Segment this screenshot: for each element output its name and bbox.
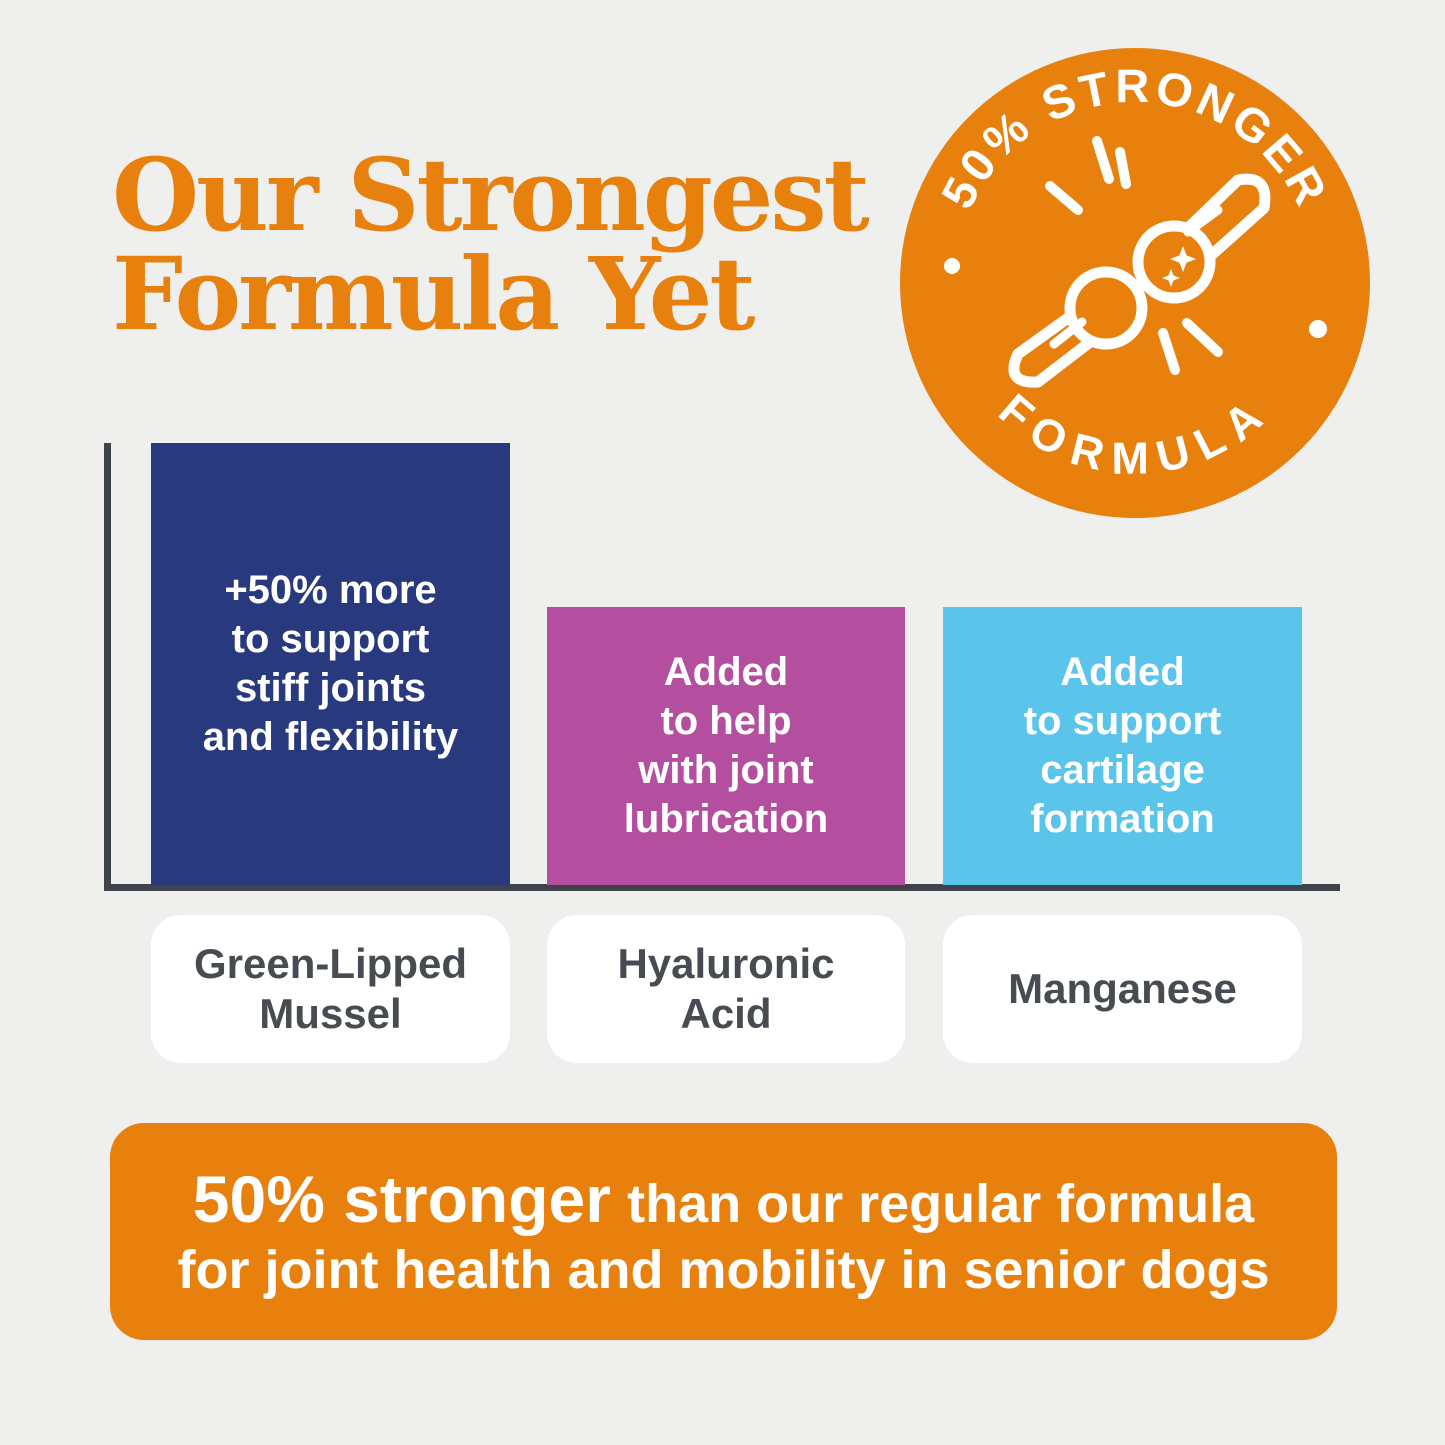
bar-green-lipped-mussel: +50% more to support stiff joints and fl… [151, 443, 510, 885]
bottom-banner: 50% stronger than our regular formula for… [110, 1123, 1337, 1340]
bar-label: Manganese [1008, 965, 1237, 1013]
sparkle-stars [1162, 246, 1196, 287]
stronger-formula-badge: 50% STRONGER FORMULA [900, 48, 1370, 518]
bar-manganese: Added to support cartilage formation [943, 607, 1302, 885]
bar-label: Green-Lipped Mussel [193, 940, 468, 1037]
banner-line-2: for joint health and mobility in senior … [177, 1239, 1270, 1300]
banner-text: 50% stronger than our regular formula for… [177, 1161, 1269, 1303]
page-title: Our Strongest Formula Yet [112, 136, 870, 353]
bar-chart: +50% more to support stiff joints and fl… [104, 443, 1340, 891]
bone-joint-icon [1008, 136, 1271, 388]
badge-dot-right [1309, 320, 1327, 338]
y-axis [104, 443, 111, 891]
bar-annotation: +50% more to support stiff joints and fl… [202, 568, 459, 759]
label-card-manganese: Manganese [943, 915, 1302, 1063]
bar-annotation: Added to help with joint lubrication [623, 650, 829, 841]
bar-label: Hyaluronic Acid [617, 940, 835, 1037]
banner-highlight: 50% stronger [192, 1161, 611, 1236]
banner-line-1: 50% stronger than our regular formula [177, 1161, 1269, 1239]
x-axis [104, 884, 1340, 891]
badge-dot-left [944, 258, 960, 274]
banner-line1-rest: than our regular formula [627, 1173, 1255, 1234]
bar-hyaluronic-acid: Added to help with joint lubrication [547, 607, 905, 885]
label-card-green-lipped-mussel: Green-Lipped Mussel [151, 915, 510, 1063]
label-card-hyaluronic-acid: Hyaluronic Acid [547, 915, 905, 1063]
bar-annotation: Added to support cartilage formation [1023, 650, 1222, 841]
